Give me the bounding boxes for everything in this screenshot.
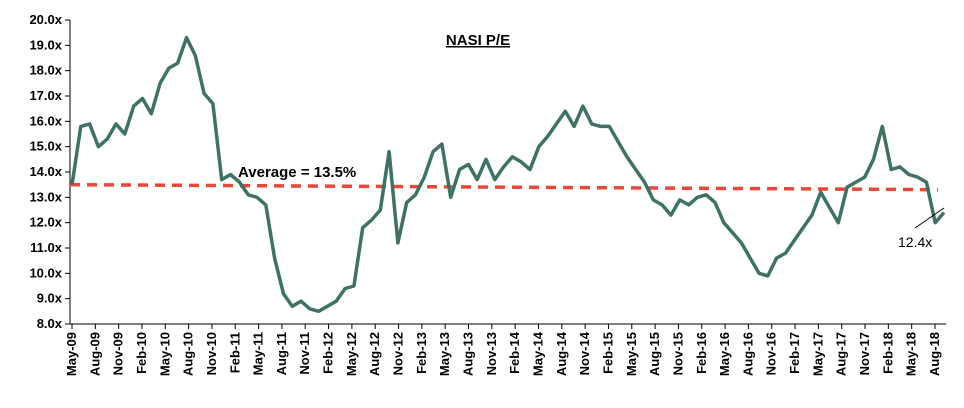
x-tick-label: Feb-16 [694, 332, 709, 374]
x-tick-label: May-18 [904, 332, 919, 376]
x-tick-label: Feb-14 [507, 331, 522, 374]
y-tick-label: 15.0x [29, 139, 62, 154]
end-label-pointer [914, 207, 945, 229]
x-tick-label: Aug-14 [554, 331, 569, 376]
y-tick-label: 11.0x [30, 240, 63, 255]
x-tick-label: Aug-09 [87, 332, 102, 376]
x-tick-label: Nov-13 [484, 332, 499, 375]
x-tick-label: Nov-10 [204, 332, 219, 375]
average-line [69, 182, 939, 192]
y-tick-label: 10.0x [29, 265, 62, 280]
x-tick-label: May-12 [344, 332, 359, 376]
x-tick-label: Nov-16 [764, 332, 779, 375]
y-tick-label: 12.0x [29, 215, 62, 230]
x-tick-label: Aug-12 [367, 332, 382, 376]
y-axis: 8.0x 9.0x 10.0x 11.0x 12.0x 13.0x 14.0x 15.0x 16… [29, 12, 71, 331]
y-tick-label: 17.0x [29, 88, 62, 103]
x-tick-label: Nov-14 [577, 331, 592, 375]
y-tick-label: 18.0x [29, 63, 62, 78]
x-tick-label: Aug-11 [274, 332, 289, 375]
x-tick-label: Aug-16 [740, 332, 755, 376]
x-tick-label: Nov-15 [670, 332, 685, 375]
x-tick-label: Aug-17 [834, 332, 849, 376]
y-tick-label: 20.0x [29, 12, 62, 27]
x-tick-label: Aug-15 [647, 332, 662, 376]
x-tick-label: May-10 [157, 332, 172, 376]
x-axis: May-09 Aug-09 Nov-09 Feb-10 May-10 Aug-10 Nov-… [64, 323, 946, 376]
x-tick-label: Aug-13 [461, 332, 476, 376]
x-tick-label: Feb-10 [134, 332, 149, 374]
x-tick-label: Feb-17 [787, 332, 802, 374]
x-tick-label: May-14 [530, 331, 545, 376]
x-tick-label: Nov-09 [111, 332, 126, 375]
x-tick-label: Aug-10 [181, 332, 196, 376]
x-tick-label: May-11 [251, 332, 266, 375]
x-tick-label: May-16 [717, 332, 732, 376]
x-tick-label: Nov-11 [297, 332, 312, 375]
x-tick-label: Aug-18 [927, 332, 942, 376]
x-tick-label: Feb-13 [414, 332, 429, 374]
x-tick-label: Feb-11 [227, 332, 242, 373]
y-tick-label: 13.0x [29, 189, 62, 204]
y-tick-label: 14.0x [29, 164, 62, 179]
x-tick-label: May-09 [64, 332, 79, 376]
x-tick-label: Nov-17 [857, 332, 872, 375]
chart-title: NASI P/E [446, 32, 510, 49]
series-line [70, 35, 946, 314]
y-tick-label: 19.0x [29, 37, 62, 52]
x-tick-label: May-15 [624, 332, 639, 376]
y-tick-label: 16.0x [29, 113, 62, 128]
end-label: 12.4x [898, 234, 932, 250]
average-label: Average = 13.5% [238, 164, 356, 181]
x-tick-label: Feb-15 [600, 332, 615, 374]
x-tick-label: May-13 [437, 332, 452, 376]
x-tick-label: Nov-12 [391, 332, 406, 375]
y-tick-label: 8.0x [37, 316, 63, 331]
x-tick-label: Feb-12 [321, 332, 336, 374]
x-tick-label: May-17 [810, 332, 825, 376]
y-tick-label: 9.0x [37, 291, 63, 306]
x-tick-label: Feb-18 [880, 332, 895, 374]
